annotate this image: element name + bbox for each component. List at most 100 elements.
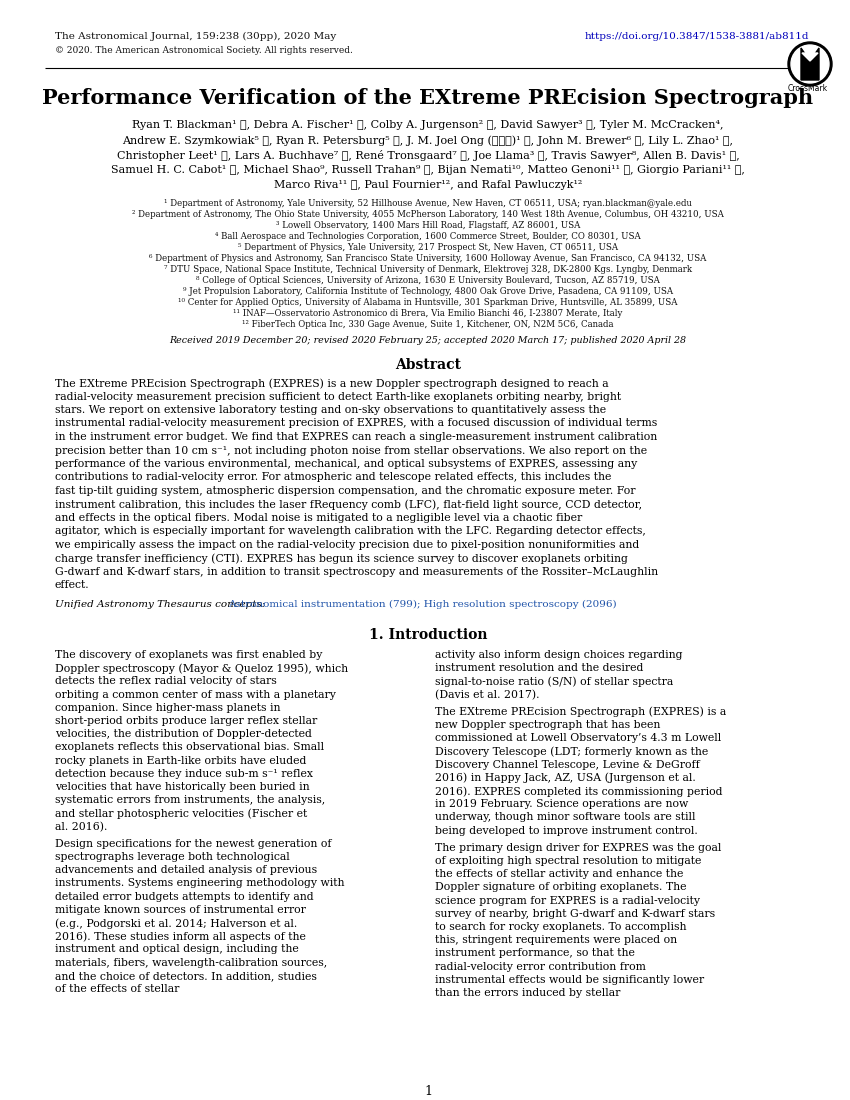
Text: science program for EXPRES is a radial-velocity: science program for EXPRES is a radial-v…: [435, 895, 700, 905]
Text: Design specifications for the newest generation of: Design specifications for the newest gen…: [55, 839, 332, 849]
Text: commissioned at Lowell Observatory’s 4.3 m Lowell: commissioned at Lowell Observatory’s 4.3…: [435, 734, 722, 744]
Text: Received 2019 December 20; revised 2020 February 25; accepted 2020 March 17; pub: Received 2019 December 20; revised 2020 …: [169, 336, 687, 345]
Text: orbiting a common center of mass with a planetary: orbiting a common center of mass with a …: [55, 690, 336, 700]
Text: in 2019 February. Science operations are now: in 2019 February. Science operations are…: [435, 800, 688, 810]
Text: new Doppler spectrograph that has been: new Doppler spectrograph that has been: [435, 720, 660, 730]
Text: Unified Astronomy Thesaurus concepts:: Unified Astronomy Thesaurus concepts:: [55, 600, 269, 609]
Text: agitator, which is especially important for wavelength calibration with the LFC.: agitator, which is especially important …: [55, 527, 646, 537]
Text: 1. Introduction: 1. Introduction: [369, 628, 487, 642]
Text: rocky planets in Earth-like orbits have eluded: rocky planets in Earth-like orbits have …: [55, 756, 306, 766]
Text: Doppler spectroscopy (Mayor & Queloz 1995), which: Doppler spectroscopy (Mayor & Queloz 199…: [55, 663, 348, 674]
Text: and effects in the optical fibers. Modal noise is mitigated to a negligible leve: and effects in the optical fibers. Modal…: [55, 513, 582, 522]
Text: in the instrument error budget. We find that EXPRES can reach a single-measureme: in the instrument error budget. We find …: [55, 432, 657, 442]
Text: companion. Since higher-mass planets in: companion. Since higher-mass planets in: [55, 703, 280, 713]
Text: ¹² FiberTech Optica Inc, 330 Gage Avenue, Suite 1, Kitchener, ON, N2M 5C6, Canad: ¹² FiberTech Optica Inc, 330 Gage Avenue…: [242, 320, 614, 329]
Text: systematic errors from instruments, the analysis,: systematic errors from instruments, the …: [55, 795, 326, 805]
Text: instrument resolution and the desired: instrument resolution and the desired: [435, 663, 643, 673]
Text: spectrographs leverage both technological: spectrographs leverage both technologica…: [55, 852, 290, 862]
Polygon shape: [801, 48, 819, 80]
Text: detects the reflex radial velocity of stars: detects the reflex radial velocity of st…: [55, 676, 277, 686]
Text: being developed to improve instrument control.: being developed to improve instrument co…: [435, 826, 698, 836]
Text: ³ Lowell Observatory, 1400 Mars Hill Road, Flagstaff, AZ 86001, USA: ³ Lowell Observatory, 1400 Mars Hill Roa…: [275, 221, 581, 230]
Text: instrument and optical design, including the: instrument and optical design, including…: [55, 945, 298, 955]
Text: ¹¹ INAF—Osservatorio Astronomico di Brera, Via Emilio Bianchi 46, I-23807 Merate: ¹¹ INAF—Osservatorio Astronomico di Brer…: [233, 309, 623, 318]
Text: ⁹ Jet Propulsion Laboratory, California Institute of Technology, 4800 Oak Grove : ⁹ Jet Propulsion Laboratory, California …: [183, 287, 673, 296]
Text: fast tip-tilt guiding system, atmospheric dispersion compensation, and the chrom: fast tip-tilt guiding system, atmospheri…: [55, 486, 636, 496]
Text: contributions to radial-velocity error. For atmospheric and telescope related ef: contributions to radial-velocity error. …: [55, 473, 611, 483]
Text: ⁷ DTU Space, National Space Institute, Technical University of Denmark, Elektrov: ⁷ DTU Space, National Space Institute, T…: [164, 265, 692, 274]
Text: radial-velocity measurement precision sufficient to detect Earth-like exoplanets: radial-velocity measurement precision su…: [55, 392, 621, 402]
Text: underway, though minor software tools are still: underway, though minor software tools ar…: [435, 813, 695, 823]
Text: https://doi.org/10.3847/1538-3881/ab811d: https://doi.org/10.3847/1538-3881/ab811d: [585, 32, 809, 41]
Text: Marco Riva¹¹ ⓘ, Paul Fournier¹², and Rafal Pawluczyk¹²: Marco Riva¹¹ ⓘ, Paul Fournier¹², and Raf…: [274, 180, 582, 190]
Text: ⁶ Department of Physics and Astronomy, San Francisco State University, 1600 Holl: ⁶ Department of Physics and Astronomy, S…: [150, 254, 706, 263]
Text: 1: 1: [424, 1085, 432, 1098]
Text: instrument performance, so that the: instrument performance, so that the: [435, 948, 635, 958]
Text: instrumental effects would be significantly lower: instrumental effects would be significan…: [435, 975, 704, 984]
Text: ¹ Department of Astronomy, Yale University, 52 Hillhouse Avenue, New Haven, CT 0: ¹ Department of Astronomy, Yale Universi…: [164, 199, 692, 208]
Text: 2016) in Happy Jack, AZ, USA (Jurgenson et al.: 2016) in Happy Jack, AZ, USA (Jurgenson …: [435, 773, 696, 783]
Text: activity also inform design choices regarding: activity also inform design choices rega…: [435, 650, 683, 660]
Text: this, stringent requirements were placed on: this, stringent requirements were placed…: [435, 935, 677, 945]
Text: The Astronomical Journal, 159:238 (30pp), 2020 May: The Astronomical Journal, 159:238 (30pp)…: [55, 32, 337, 41]
Text: radial-velocity error contribution from: radial-velocity error contribution from: [435, 961, 646, 971]
Text: The primary design driver for EXPRES was the goal: The primary design driver for EXPRES was…: [435, 843, 722, 852]
Text: Christopher Leet¹ ⓘ, Lars A. Buchhave⁷ ⓘ, René Tronsgaard⁷ ⓘ, Joe Llama³ ⓘ, Trav: Christopher Leet¹ ⓘ, Lars A. Buchhave⁷ ⓘ…: [116, 150, 740, 161]
Text: velocities that have historically been buried in: velocities that have historically been b…: [55, 782, 309, 792]
Text: ² Department of Astronomy, The Ohio State University, 4055 McPherson Laboratory,: ² Department of Astronomy, The Ohio Stat…: [132, 210, 724, 219]
Text: velocities, the distribution of Doppler-detected: velocities, the distribution of Doppler-…: [55, 729, 312, 739]
Polygon shape: [802, 53, 818, 60]
Text: Performance Verification of the EXtreme PREcision Spectrograph: Performance Verification of the EXtreme …: [42, 88, 813, 108]
Text: to search for rocky exoplanets. To accomplish: to search for rocky exoplanets. To accom…: [435, 922, 687, 932]
Text: we empirically assess the impact on the radial-velocity precision due to pixel-p: we empirically assess the impact on the …: [55, 540, 639, 550]
Text: ⁴ Ball Aerospace and Technologies Corporation, 1600 Commerce Street, Boulder, CO: ⁴ Ball Aerospace and Technologies Corpor…: [215, 232, 641, 241]
Text: exoplanets reflects this observational bias. Small: exoplanets reflects this observational b…: [55, 742, 324, 752]
Text: instrument calibration, this includes the laser fRequency comb (LFC), flat-field: instrument calibration, this includes th…: [55, 499, 642, 510]
Text: Samuel H. C. Cabot¹ ⓘ, Michael Shao⁹, Russell Trahan⁹ ⓘ, Bijan Nemati¹⁰, Matteo : Samuel H. C. Cabot¹ ⓘ, Michael Shao⁹, Ru…: [111, 165, 745, 175]
Text: of the effects of stellar: of the effects of stellar: [55, 984, 179, 994]
Text: short-period orbits produce larger reflex stellar: short-period orbits produce larger refle…: [55, 716, 317, 726]
Text: mitigate known sources of instrumental error: mitigate known sources of instrumental e…: [55, 905, 306, 915]
Text: charge transfer inefficiency (CTI). EXPRES has begun its science survey to disco: charge transfer inefficiency (CTI). EXPR…: [55, 553, 628, 564]
Circle shape: [788, 42, 832, 86]
Text: The EXtreme PREcision Spectrograph (EXPRES) is a: The EXtreme PREcision Spectrograph (EXPR…: [435, 707, 726, 717]
Text: signal-to-noise ratio (S/N) of stellar spectra: signal-to-noise ratio (S/N) of stellar s…: [435, 676, 673, 688]
Text: (e.g., Podgorski et al. 2014; Halverson et al.: (e.g., Podgorski et al. 2014; Halverson …: [55, 918, 298, 928]
Text: The EXtreme PREcision Spectrograph (EXPRES) is a new Doppler spectrograph design: The EXtreme PREcision Spectrograph (EXPR…: [55, 378, 609, 388]
Text: survey of nearby, bright G-dwarf and K-dwarf stars: survey of nearby, bright G-dwarf and K-d…: [435, 909, 715, 918]
Text: Ryan T. Blackman¹ ⓘ, Debra A. Fischer¹ ⓘ, Colby A. Jurgenson² ⓘ, David Sawyer³ ⓘ: Ryan T. Blackman¹ ⓘ, Debra A. Fischer¹ ⓘ…: [133, 120, 723, 130]
Text: G-dwarf and K-dwarf stars, in addition to transit spectroscopy and measurements : G-dwarf and K-dwarf stars, in addition t…: [55, 566, 658, 578]
Text: © 2020. The American Astronomical Society. All rights reserved.: © 2020. The American Astronomical Societ…: [55, 46, 353, 55]
Text: materials, fibers, wavelength-calibration sources,: materials, fibers, wavelength-calibratio…: [55, 958, 327, 968]
Text: detection because they induce sub-m s⁻¹ reflex: detection because they induce sub-m s⁻¹ …: [55, 769, 313, 779]
Text: and stellar photospheric velocities (Fischer et: and stellar photospheric velocities (Fis…: [55, 808, 307, 820]
Text: instrumental radial-velocity measurement precision of EXPRES, with a focused dis: instrumental radial-velocity measurement…: [55, 418, 657, 429]
Text: and the choice of detectors. In addition, studies: and the choice of detectors. In addition…: [55, 971, 317, 981]
Text: Discovery Channel Telescope, Levine & DeGroff: Discovery Channel Telescope, Levine & De…: [435, 760, 700, 770]
Text: stars. We report on extensive laboratory testing and on-sky observations to quan: stars. We report on extensive laboratory…: [55, 405, 606, 415]
Text: (Davis et al. 2017).: (Davis et al. 2017).: [435, 690, 540, 700]
Text: The discovery of exoplanets was first enabled by: The discovery of exoplanets was first en…: [55, 650, 322, 660]
Text: precision better than 10 cm s⁻¹, not including photon noise from stellar observa: precision better than 10 cm s⁻¹, not inc…: [55, 446, 647, 455]
Text: the effects of stellar activity and enhance the: the effects of stellar activity and enha…: [435, 869, 683, 879]
Text: advancements and detailed analysis of previous: advancements and detailed analysis of pr…: [55, 866, 317, 876]
Text: Doppler signature of orbiting exoplanets. The: Doppler signature of orbiting exoplanets…: [435, 882, 687, 892]
Text: Astronomical instrumentation (799); High resolution spectroscopy (2096): Astronomical instrumentation (799); High…: [229, 600, 617, 609]
Text: 2016). These studies inform all aspects of the: 2016). These studies inform all aspects …: [55, 932, 306, 942]
Text: effect.: effect.: [55, 581, 89, 591]
Text: of exploiting high spectral resolution to mitigate: of exploiting high spectral resolution t…: [435, 856, 701, 866]
Text: instruments. Systems engineering methodology with: instruments. Systems engineering methodo…: [55, 879, 344, 889]
Text: ⁵ Department of Physics, Yale University, 217 Prospect St, New Haven, CT 06511, : ⁵ Department of Physics, Yale University…: [238, 243, 618, 252]
Text: Abstract: Abstract: [395, 358, 461, 372]
Text: detailed error budgets attempts to identify and: detailed error budgets attempts to ident…: [55, 892, 314, 902]
Text: Discovery Telescope (LDT; formerly known as the: Discovery Telescope (LDT; formerly known…: [435, 747, 708, 757]
Text: performance of the various environmental, mechanical, and optical subsystems of : performance of the various environmental…: [55, 459, 638, 469]
Text: ¹⁰ Center for Applied Optics, University of Alabama in Huntsville, 301 Sparkman : ¹⁰ Center for Applied Optics, University…: [178, 298, 677, 307]
Text: al. 2016).: al. 2016).: [55, 822, 107, 832]
Circle shape: [791, 45, 829, 82]
Text: Andrew E. Szymkowiak⁵ ⓘ, Ryan R. Petersburg⁵ ⓘ, J. M. Joel Ong (王加凌)¹ ⓘ, John M.: Andrew E. Szymkowiak⁵ ⓘ, Ryan R. Petersb…: [122, 135, 734, 145]
Text: ⁸ College of Optical Sciences, University of Arizona, 1630 E University Boulevar: ⁸ College of Optical Sciences, Universit…: [196, 276, 660, 285]
Text: than the errors induced by stellar: than the errors induced by stellar: [435, 988, 620, 998]
Text: 2016). EXPRES completed its commissioning period: 2016). EXPRES completed its commissionin…: [435, 786, 722, 796]
Text: CrossMark: CrossMark: [788, 84, 828, 94]
